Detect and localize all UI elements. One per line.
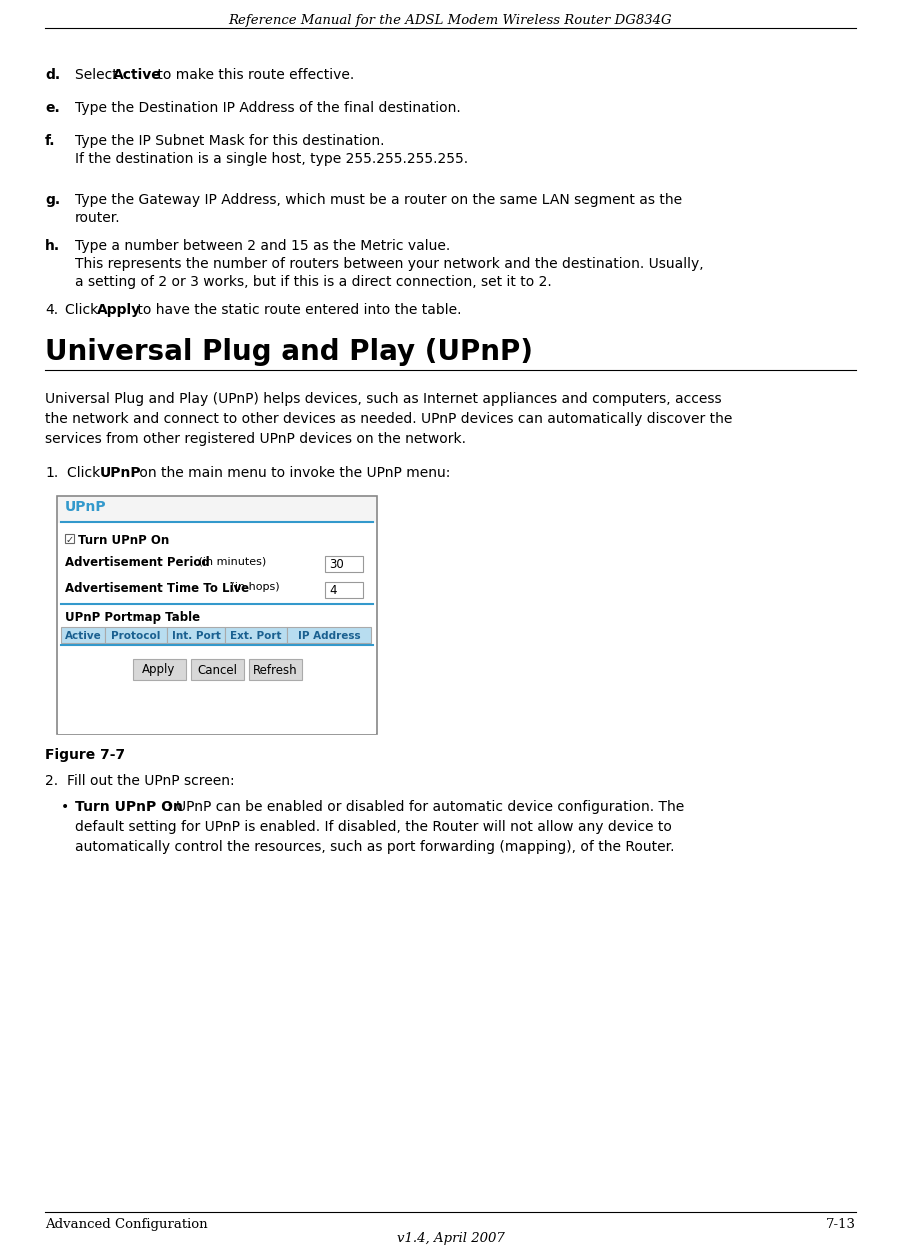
Text: Advertisement Period: Advertisement Period <box>65 556 210 569</box>
Text: Int. Port: Int. Port <box>171 631 221 641</box>
Bar <box>61 627 105 643</box>
Text: UPnP Portmap Table: UPnP Portmap Table <box>65 611 200 624</box>
Text: Fill out the UPnP screen:: Fill out the UPnP screen: <box>67 774 234 788</box>
Bar <box>325 556 363 572</box>
Text: 30: 30 <box>329 557 344 571</box>
FancyBboxPatch shape <box>249 658 302 680</box>
Text: Refresh: Refresh <box>252 663 297 677</box>
Bar <box>58 522 376 734</box>
Text: Advertisement Time To Live: Advertisement Time To Live <box>65 582 249 595</box>
Text: Select: Select <box>75 69 123 82</box>
Text: the network and connect to other devices as needed. UPnP devices can automatical: the network and connect to other devices… <box>45 412 733 426</box>
Bar <box>65 534 74 542</box>
Text: Apply: Apply <box>97 303 141 317</box>
Text: Turn UPnP On: Turn UPnP On <box>75 801 183 814</box>
Text: Apply: Apply <box>142 663 176 677</box>
Text: 7-13: 7-13 <box>826 1218 856 1231</box>
Text: router.: router. <box>75 211 121 224</box>
Text: •: • <box>61 801 69 814</box>
Text: UPnP: UPnP <box>65 500 106 514</box>
Text: Figure 7-7: Figure 7-7 <box>45 748 125 762</box>
Text: UPnP: UPnP <box>100 466 141 480</box>
FancyBboxPatch shape <box>132 658 186 680</box>
Text: Turn UPnP On: Turn UPnP On <box>78 534 169 547</box>
Text: Protocol: Protocol <box>112 631 160 641</box>
Text: Reference Manual for the ADSL Modem Wireless Router DG834G: Reference Manual for the ADSL Modem Wire… <box>229 14 672 27</box>
Text: d.: d. <box>45 69 60 82</box>
Text: Type the Gateway IP Address, which must be a router on the same LAN segment as t: Type the Gateway IP Address, which must … <box>75 193 682 207</box>
Text: automatically control the resources, such as port forwarding (mapping), of the R: automatically control the resources, suc… <box>75 840 675 854</box>
Bar <box>105 627 167 643</box>
Text: 4: 4 <box>329 584 336 597</box>
Text: default setting for UPnP is enabled. If disabled, the Router will not allow any : default setting for UPnP is enabled. If … <box>75 821 672 834</box>
Text: : UPnP can be enabled or disabled for automatic device configuration. The: : UPnP can be enabled or disabled for au… <box>167 801 684 814</box>
Text: Type the Destination IP Address of the final destination.: Type the Destination IP Address of the f… <box>75 101 460 115</box>
Text: a setting of 2 or 3 works, but if this is a direct connection, set it to 2.: a setting of 2 or 3 works, but if this i… <box>75 276 551 289</box>
Text: on the main menu to invoke the UPnP menu:: on the main menu to invoke the UPnP menu… <box>135 466 450 480</box>
Text: 2.: 2. <box>45 774 59 788</box>
Text: Active: Active <box>65 631 102 641</box>
FancyBboxPatch shape <box>190 658 243 680</box>
Text: 1.: 1. <box>45 466 59 480</box>
Text: IP Address: IP Address <box>297 631 360 641</box>
Text: This represents the number of routers between your network and the destination. : This represents the number of routers be… <box>75 257 704 271</box>
Text: Ext. Port: Ext. Port <box>231 631 282 641</box>
Text: 4.: 4. <box>45 303 59 317</box>
Text: (in minutes): (in minutes) <box>195 556 267 566</box>
Text: If the destination is a single host, type 255.255.255.255.: If the destination is a single host, typ… <box>75 152 469 166</box>
Text: e.: e. <box>45 101 59 115</box>
Text: ✓: ✓ <box>66 535 74 545</box>
Text: Click: Click <box>67 466 105 480</box>
Text: Type the IP Subnet Mask for this destination.: Type the IP Subnet Mask for this destina… <box>75 133 385 148</box>
Text: (in hops): (in hops) <box>227 582 279 592</box>
Text: Active: Active <box>113 69 162 82</box>
Bar <box>225 627 287 643</box>
Text: h.: h. <box>45 239 60 253</box>
Bar <box>287 627 371 643</box>
Text: f.: f. <box>45 133 56 148</box>
Bar <box>167 627 225 643</box>
Bar <box>325 582 363 599</box>
Text: Cancel: Cancel <box>197 663 237 677</box>
Text: v1.4, April 2007: v1.4, April 2007 <box>396 1232 505 1245</box>
Text: Click: Click <box>65 303 103 317</box>
Bar <box>57 496 377 734</box>
Text: to have the static route entered into the table.: to have the static route entered into th… <box>133 303 461 317</box>
Text: Universal Plug and Play (UPnP): Universal Plug and Play (UPnP) <box>45 338 533 367</box>
Text: Type a number between 2 and 15 as the Metric value.: Type a number between 2 and 15 as the Me… <box>75 239 450 253</box>
Text: Advanced Configuration: Advanced Configuration <box>45 1218 207 1231</box>
Text: to make this route effective.: to make this route effective. <box>153 69 354 82</box>
Text: services from other registered UPnP devices on the network.: services from other registered UPnP devi… <box>45 431 466 446</box>
Text: g.: g. <box>45 193 60 207</box>
Text: Universal Plug and Play (UPnP) helps devices, such as Internet appliances and co: Universal Plug and Play (UPnP) helps dev… <box>45 392 722 407</box>
